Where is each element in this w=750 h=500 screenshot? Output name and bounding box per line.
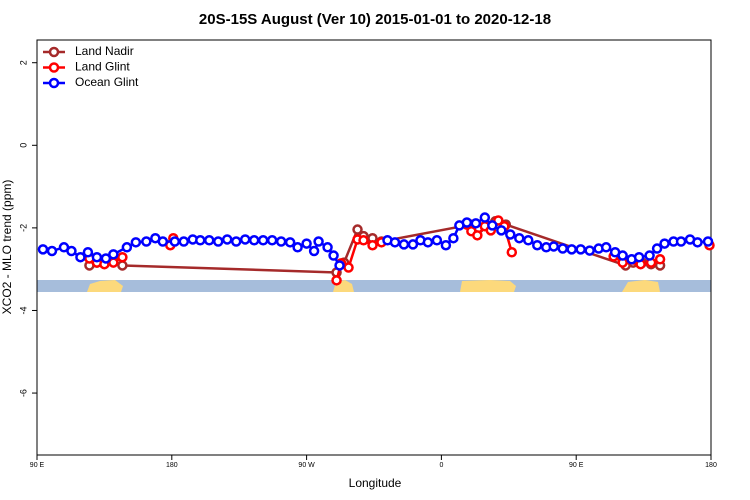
data-point <box>644 250 655 261</box>
data-point <box>117 251 128 263</box>
data-point <box>659 238 670 249</box>
data-point <box>487 220 498 231</box>
x-tick-label: 90 E <box>569 462 584 469</box>
data-point <box>617 250 628 261</box>
data-point <box>292 242 303 253</box>
x-tick-label: 180 <box>166 462 178 469</box>
x-tick-label: 90 E <box>30 462 45 469</box>
x-tick-label: 90 W <box>298 462 315 469</box>
data-point <box>422 237 434 248</box>
data-point <box>448 232 459 244</box>
data-point <box>352 224 363 235</box>
data-point <box>75 251 86 263</box>
data-point <box>322 242 333 253</box>
legend-label: Land Glint <box>75 60 130 74</box>
y-axis-label: XCO2 - MLO trend (ppm) <box>0 180 14 315</box>
chart-title: 20S-15S August (Ver 10) 2015-01-01 to 20… <box>199 11 551 28</box>
data-point <box>66 245 77 257</box>
y-tick-label: -4 <box>18 306 28 314</box>
data-point <box>566 244 577 255</box>
legend-label: Land Nadir <box>75 44 134 58</box>
data-point <box>284 237 296 248</box>
data-point <box>367 239 378 251</box>
legend-marker <box>48 62 60 73</box>
data-point <box>557 243 568 254</box>
legend-label: Ocean Glint <box>75 75 139 89</box>
data-point <box>505 229 516 240</box>
data-point <box>548 241 559 252</box>
data-point <box>702 236 714 247</box>
data-point <box>121 242 133 253</box>
data-point <box>275 236 287 247</box>
data-point <box>178 236 190 247</box>
data-point <box>575 244 586 255</box>
data-point <box>108 249 119 260</box>
data-point <box>692 237 703 248</box>
data-point <box>313 236 324 247</box>
y-tick-label: 2 <box>18 60 28 65</box>
data-point <box>358 235 369 246</box>
land-patch <box>87 280 123 292</box>
data-point <box>266 235 278 246</box>
land-ocean-strip <box>37 280 711 292</box>
y-tick-label: -2 <box>18 224 28 232</box>
data-point <box>37 244 49 255</box>
x-axis-label: Longitude <box>349 476 402 490</box>
data-point <box>308 245 320 257</box>
data-point <box>600 242 612 253</box>
data-point <box>389 237 401 248</box>
data-point <box>331 275 342 286</box>
data-point <box>328 250 339 261</box>
data-point <box>407 239 419 250</box>
data-point <box>82 246 94 258</box>
data-point <box>221 234 233 245</box>
data-point <box>203 235 215 246</box>
data-point <box>212 236 224 247</box>
data-point <box>248 235 260 246</box>
data-point <box>343 262 354 273</box>
data-point <box>675 236 687 247</box>
data-point <box>523 235 534 246</box>
data-point <box>257 235 269 246</box>
data-point <box>169 236 181 247</box>
data-point <box>532 239 543 251</box>
data-point <box>157 236 169 247</box>
land-patch <box>622 280 660 292</box>
data-point <box>130 237 142 248</box>
x-tick-label: 0 <box>439 462 443 469</box>
data-point <box>479 212 491 223</box>
ocean-band <box>37 280 711 292</box>
data-point <box>91 251 103 263</box>
data-point <box>651 243 663 254</box>
data-point <box>46 245 58 257</box>
legend-marker <box>48 77 60 89</box>
data-point <box>496 225 507 236</box>
data-point <box>301 238 312 249</box>
data-point <box>230 236 242 247</box>
data-point <box>584 245 595 256</box>
y-tick-label: 0 <box>18 143 28 148</box>
data-point <box>470 218 482 229</box>
data-point <box>141 236 152 247</box>
x-tick-label: 180 <box>705 462 717 469</box>
data-point <box>195 235 206 246</box>
data-point <box>514 232 525 244</box>
data-point <box>398 239 410 250</box>
data-point <box>239 234 251 245</box>
data-point <box>506 246 518 258</box>
data-point <box>654 254 666 265</box>
land-patch <box>460 280 516 292</box>
data-point <box>440 239 452 251</box>
data-point <box>472 230 483 241</box>
data-point <box>100 253 112 264</box>
data-point <box>461 217 473 228</box>
data-point <box>633 251 645 263</box>
data-point <box>334 260 345 271</box>
data-point <box>431 235 443 246</box>
data-point <box>117 260 128 271</box>
y-tick-label: -6 <box>18 389 28 397</box>
legend-marker <box>48 46 60 58</box>
